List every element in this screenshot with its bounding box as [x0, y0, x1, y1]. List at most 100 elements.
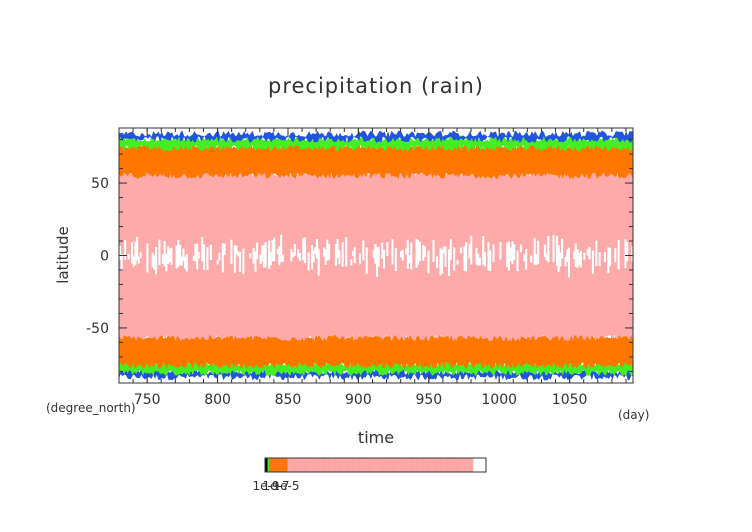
equatorial-gap — [547, 235, 550, 262]
equatorial-gap — [168, 248, 171, 263]
equatorial-gap — [338, 250, 341, 265]
band-rim-blue-north — [119, 130, 633, 143]
equatorial-gap — [290, 248, 293, 262]
equatorial-gap — [552, 234, 555, 263]
equatorial-gap — [137, 256, 140, 264]
equatorial-gap — [453, 247, 456, 271]
equatorial-gap — [442, 246, 445, 253]
equatorial-gap — [626, 242, 629, 262]
equatorial-gap — [262, 244, 265, 268]
equatorial-gap — [182, 248, 185, 262]
equatorial-gap — [268, 240, 271, 269]
equatorial-gap — [448, 249, 451, 276]
equatorial-gap — [579, 250, 582, 268]
equatorial-gap — [523, 254, 526, 262]
equatorial-gap — [525, 249, 528, 270]
equatorial-gap — [591, 250, 594, 274]
equatorial-gap — [271, 240, 274, 262]
equatorial-gap — [436, 256, 439, 269]
equatorial-gap — [362, 240, 365, 261]
equatorial-gap — [119, 245, 122, 260]
equatorial-gap — [460, 247, 463, 254]
colorbar-label: 1e-5 — [273, 479, 300, 493]
equatorial-gap — [511, 241, 514, 265]
equatorial-gap — [334, 244, 337, 266]
equatorial-gap — [298, 253, 301, 261]
equatorial-gap — [543, 244, 546, 258]
equatorial-gap — [170, 247, 173, 265]
y-tick-label: -50 — [86, 321, 109, 337]
equatorial-gap — [124, 240, 127, 260]
equatorial-gap — [381, 242, 384, 259]
equatorial-gap — [155, 246, 158, 275]
x-axis: 750 800 850 900 950 1000 1050 — [132, 128, 627, 408]
equatorial-gap — [132, 256, 135, 267]
equatorial-gap — [573, 251, 576, 260]
equatorial-gap — [391, 239, 394, 265]
equatorial-gap — [158, 239, 161, 266]
equatorial-gap — [184, 256, 187, 269]
equatorial-gap — [146, 243, 149, 273]
equatorial-gap — [588, 247, 591, 260]
equatorial-gap — [120, 254, 123, 272]
equatorial-gap — [507, 241, 510, 271]
equatorial-gap — [487, 242, 490, 271]
equatorial-gap — [238, 251, 241, 272]
equatorial-gap — [312, 250, 315, 263]
equatorial-gap — [424, 246, 427, 257]
equatorial-gap — [557, 245, 560, 272]
equatorial-gap — [252, 247, 255, 264]
equatorial-gap — [506, 242, 509, 267]
equatorial-gap — [304, 237, 307, 264]
equatorial-gap — [513, 244, 516, 261]
equatorial-gap — [297, 249, 300, 259]
equatorial-gap — [509, 247, 512, 262]
equatorial-gap — [223, 243, 226, 255]
colorbar-segment — [265, 458, 268, 472]
equatorial-gap — [427, 250, 430, 274]
equatorial-gap — [614, 248, 617, 263]
equatorial-gap — [264, 242, 267, 268]
equatorial-gap — [235, 245, 238, 255]
band-green-north — [119, 134, 633, 152]
equatorial-gap — [242, 248, 245, 275]
x-tick-label: 1000 — [481, 392, 517, 408]
equatorial-gap — [249, 253, 252, 259]
equatorial-gap — [293, 243, 296, 256]
equatorial-gap — [180, 256, 183, 266]
equatorial-gap — [197, 251, 200, 259]
equatorial-gap — [595, 240, 598, 266]
equatorial-gap — [583, 252, 586, 260]
equatorial-gap — [574, 243, 577, 267]
colorbar-frame — [264, 457, 487, 473]
colorbar-label: 1e-9 — [253, 479, 280, 493]
equatorial-gap — [478, 257, 481, 266]
equatorial-gap — [374, 244, 377, 264]
equatorial-gap — [499, 242, 502, 260]
equatorial-gap — [382, 249, 385, 269]
equatorial-gap — [559, 252, 562, 267]
equatorial-gap — [237, 251, 240, 257]
x-tick-label: 900 — [345, 392, 372, 408]
equatorial-gap — [555, 236, 558, 266]
band-orange-south — [119, 331, 633, 369]
equatorial-gap — [567, 247, 570, 278]
equatorial-gap — [439, 248, 442, 276]
equatorial-gap — [598, 252, 601, 266]
equatorial-gap — [410, 242, 413, 270]
equatorial-gap — [576, 249, 579, 268]
equatorial-gap — [151, 252, 154, 268]
equatorial-gap — [533, 238, 536, 265]
x-tick-label: 1050 — [552, 392, 588, 408]
equatorial-gap — [328, 243, 331, 260]
y-axis-units: (degree_north) — [46, 401, 136, 415]
equatorial-gap — [400, 251, 403, 258]
equatorial-gap — [350, 259, 353, 266]
equatorial-gap — [316, 239, 319, 259]
equatorial-gap — [131, 242, 134, 264]
equatorial-gap — [564, 256, 567, 267]
equatorial-gap — [134, 241, 137, 265]
colorbar-segment — [473, 458, 486, 472]
equatorial-gap — [259, 254, 262, 264]
equatorial-gap — [530, 255, 533, 263]
